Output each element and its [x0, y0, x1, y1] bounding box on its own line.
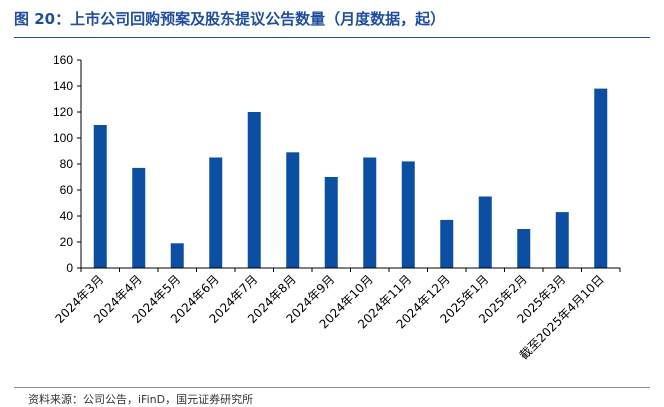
y-tick-label: 80 — [60, 157, 74, 171]
bar — [440, 219, 454, 268]
bar — [324, 177, 338, 268]
title-divider — [14, 37, 650, 38]
bar — [517, 229, 531, 268]
y-tick-label: 120 — [53, 105, 73, 119]
chart-title: 图 20：上市公司回购预案及股东提议公告数量（月度数据，起） — [14, 10, 446, 28]
source-note: 资料来源：公司公告，iFinD，国元证券研究所 — [28, 393, 254, 406]
footer-divider — [14, 387, 650, 388]
bar — [209, 157, 223, 268]
y-tick-label: 100 — [53, 131, 73, 145]
y-axis: 0 20 40 60 80 100 120 140 160 — [53, 53, 82, 275]
bar — [363, 157, 377, 268]
y-tick-label: 0 — [66, 261, 73, 275]
bar — [132, 167, 146, 268]
y-tick-label: 140 — [53, 79, 73, 93]
y-tick-label: 40 — [60, 209, 74, 223]
bar — [401, 161, 415, 268]
x-axis: 2024年3月2024年4月2024年5月2024年6月2024年7月2024年… — [52, 267, 621, 362]
bar — [555, 212, 569, 268]
bar — [93, 125, 107, 268]
y-tick-label: 20 — [60, 235, 74, 249]
y-tick-label: 160 — [53, 53, 73, 67]
bar — [170, 243, 184, 268]
bar — [247, 112, 261, 268]
bar — [478, 196, 492, 268]
bar — [594, 88, 608, 268]
bars — [93, 88, 608, 268]
y-tick-label: 60 — [60, 183, 74, 197]
bar — [286, 152, 300, 268]
